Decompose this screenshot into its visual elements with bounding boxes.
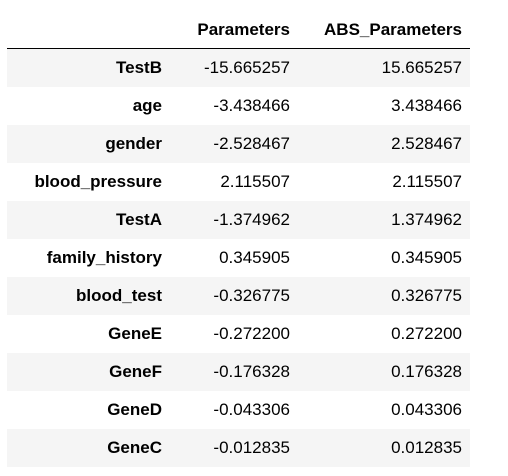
dataframe-table: Parameters ABS_Parameters TestB -15.6652… <box>7 12 470 467</box>
table-row: GeneF -0.176328 0.176328 <box>7 353 470 391</box>
table-row: GeneE -0.272200 0.272200 <box>7 315 470 353</box>
row-index: TestB <box>116 58 162 77</box>
parameters-cell: -0.272200 <box>213 324 290 343</box>
table-row: TestB -15.665257 15.665257 <box>7 48 470 87</box>
table-row: GeneD -0.043306 0.043306 <box>7 391 470 429</box>
header-row: Parameters ABS_Parameters <box>7 12 470 49</box>
parameters-cell: -3.438466 <box>213 96 290 115</box>
abs-parameters-cell: 0.272200 <box>391 324 462 343</box>
parameters-cell: -0.012835 <box>213 438 290 457</box>
row-index: age <box>132 96 162 115</box>
row-index: gender <box>105 134 162 153</box>
abs-parameters-cell: 0.012835 <box>391 438 462 457</box>
parameters-cell: 2.115507 <box>220 172 290 191</box>
table-row: age -3.438466 3.438466 <box>7 87 470 125</box>
abs-parameters-cell: 0.326775 <box>391 286 462 305</box>
abs-parameters-cell: 2.528467 <box>391 134 462 153</box>
abs-parameters-cell: 3.438466 <box>391 96 462 115</box>
row-index: GeneE <box>108 324 162 343</box>
table-row: gender -2.528467 2.528467 <box>7 125 470 163</box>
parameters-cell: -2.528467 <box>213 134 290 153</box>
parameters-cell: -0.176328 <box>213 362 290 381</box>
abs-parameters-cell: 15.665257 <box>381 58 462 77</box>
table-row: GeneC -0.012835 0.012835 <box>7 429 470 467</box>
parameters-cell: -0.043306 <box>213 400 290 419</box>
parameters-cell: -0.326775 <box>213 286 290 305</box>
table-body: TestB -15.665257 15.665257 age -3.438466… <box>7 48 470 467</box>
index-header <box>7 12 170 49</box>
row-index: blood_test <box>76 286 162 305</box>
table-row: blood_test -0.326775 0.326775 <box>7 277 470 315</box>
parameters-cell: -1.374962 <box>213 210 290 229</box>
row-index: family_history <box>46 248 162 267</box>
dataframe-output: Parameters ABS_Parameters TestB -15.6652… <box>7 12 470 467</box>
table-header: Parameters ABS_Parameters <box>7 12 470 49</box>
row-index: TestA <box>116 210 162 229</box>
column-header-abs-parameters: ABS_Parameters <box>298 12 470 49</box>
parameters-cell: -15.665257 <box>203 58 290 77</box>
row-index: blood_pressure <box>34 172 162 191</box>
abs-parameters-cell: 2.115507 <box>392 172 462 191</box>
table-row: TestA -1.374962 1.374962 <box>7 201 470 239</box>
column-header-parameters: Parameters <box>170 12 298 49</box>
row-index: GeneF <box>109 362 162 381</box>
parameters-cell: 0.345905 <box>219 248 290 267</box>
row-index: GeneC <box>107 438 162 457</box>
table-row: family_history 0.345905 0.345905 <box>7 239 470 277</box>
abs-parameters-cell: 0.345905 <box>391 248 462 267</box>
abs-parameters-cell: 1.374962 <box>391 210 462 229</box>
row-index: GeneD <box>107 400 162 419</box>
abs-parameters-cell: 0.043306 <box>391 400 462 419</box>
abs-parameters-cell: 0.176328 <box>391 362 462 381</box>
table-row: blood_pressure 2.115507 2.115507 <box>7 163 470 201</box>
